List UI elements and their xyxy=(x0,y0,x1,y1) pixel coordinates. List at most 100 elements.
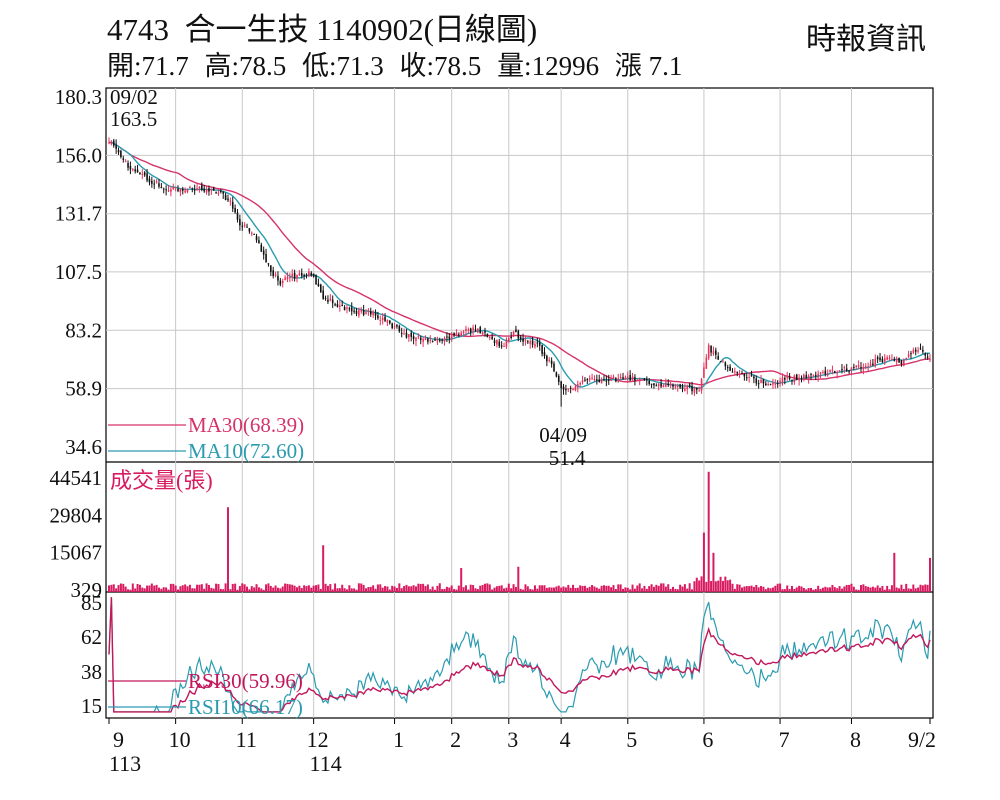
volume-bar xyxy=(691,589,694,592)
candle-body xyxy=(786,376,789,378)
volume-bar xyxy=(774,585,777,592)
candle-body xyxy=(914,349,917,352)
volume-bar xyxy=(564,587,567,592)
volume-bar xyxy=(500,585,503,592)
volume-bar xyxy=(626,587,629,592)
candle-body xyxy=(834,371,836,373)
volume-bar xyxy=(714,581,717,592)
volume-bar xyxy=(907,588,910,592)
volume-bar xyxy=(836,588,839,592)
candle-body xyxy=(517,330,520,339)
candle-body xyxy=(167,190,170,192)
candle-body xyxy=(436,338,439,342)
candle-body xyxy=(427,338,429,342)
volume-bar xyxy=(181,585,184,592)
candle-body xyxy=(879,357,881,361)
candle-body xyxy=(346,307,348,309)
candle-body xyxy=(324,297,327,299)
volume-bar xyxy=(529,588,532,592)
candle-body xyxy=(229,200,232,202)
volume-bar xyxy=(284,583,287,592)
candle-body xyxy=(586,379,589,381)
volume-bar xyxy=(307,585,310,592)
candle-body xyxy=(736,371,739,374)
volume-title: 成交量(張) xyxy=(110,468,213,493)
year-label: 113 xyxy=(109,751,141,776)
candle-body xyxy=(191,188,194,190)
volume-bar xyxy=(598,588,601,592)
candle-body xyxy=(491,336,493,339)
candle-body xyxy=(417,336,420,338)
volume-bar xyxy=(372,585,375,592)
volume-bar xyxy=(786,585,789,592)
candle-body xyxy=(695,387,698,390)
candle-body xyxy=(798,377,800,381)
candle-body xyxy=(208,188,210,192)
volume-bar xyxy=(771,587,774,592)
candle-body xyxy=(369,311,372,315)
volume-bar xyxy=(572,584,575,592)
candle-body xyxy=(841,368,843,370)
candle-body xyxy=(177,188,179,192)
volume-bar xyxy=(538,585,541,592)
price-tick-label: 107.5 xyxy=(55,260,102,284)
volume-bar xyxy=(472,585,475,592)
volume-bar xyxy=(341,584,344,592)
volume-bar xyxy=(750,585,753,592)
volume-bar xyxy=(760,585,763,592)
quote-summary: 開:71.7 高:78.5 低:71.3 收:78.5 量:12996 漲 7.… xyxy=(107,44,691,83)
volume-bar xyxy=(414,586,417,592)
candle-body xyxy=(750,375,753,377)
volume-bar xyxy=(310,587,313,592)
candle-body xyxy=(660,383,662,387)
candle-body xyxy=(653,383,655,386)
volume-bar xyxy=(412,585,415,592)
volume-bar xyxy=(643,585,646,592)
candle-body xyxy=(596,379,598,381)
rsi-tick-label: 38 xyxy=(81,660,102,684)
volume-bar xyxy=(710,580,713,592)
volume-bar xyxy=(236,589,239,592)
candle-body xyxy=(646,378,648,381)
volume-bar xyxy=(481,584,484,592)
candle-body xyxy=(284,277,286,281)
volume-bar xyxy=(312,585,315,592)
x-tick-label: 10 xyxy=(169,727,191,752)
volume-bar xyxy=(595,587,598,592)
candle-body xyxy=(779,380,781,385)
candle-body xyxy=(108,142,110,144)
volume-bar xyxy=(581,585,584,592)
date-label: 1140902(日線圖) xyxy=(316,12,538,47)
ma30-legend-label: MA30(68.39) xyxy=(188,413,304,437)
candle-body xyxy=(574,386,577,391)
volume-bar xyxy=(193,588,196,592)
volume-bar xyxy=(555,586,558,592)
volume-bar xyxy=(388,589,391,592)
x-tick-label: 12 xyxy=(307,727,329,752)
volume-bar xyxy=(417,583,420,592)
candle-body xyxy=(905,357,908,359)
volume-bar xyxy=(407,586,410,592)
volume-bar xyxy=(381,587,384,592)
candle-body xyxy=(248,228,251,232)
candle-body xyxy=(310,272,313,276)
volume-bar xyxy=(410,586,413,592)
volume-bar xyxy=(700,576,703,592)
volume-bar xyxy=(702,532,705,592)
volume-bar xyxy=(810,587,813,592)
volume-bar xyxy=(403,586,406,592)
candle-body xyxy=(600,379,603,384)
volume-bar xyxy=(776,583,779,592)
volume-bar xyxy=(150,583,153,592)
volume-bar xyxy=(541,585,544,592)
candle-body xyxy=(584,379,586,381)
volume-bar xyxy=(890,585,893,592)
volume-bar xyxy=(445,586,448,592)
volume-bar xyxy=(474,588,477,592)
candle-body xyxy=(448,336,451,339)
candle-body xyxy=(791,380,793,382)
volume-tick-label: 29804 xyxy=(50,503,103,527)
candle-body xyxy=(305,274,308,276)
volume-bar xyxy=(553,587,556,592)
candle-body xyxy=(322,290,324,299)
